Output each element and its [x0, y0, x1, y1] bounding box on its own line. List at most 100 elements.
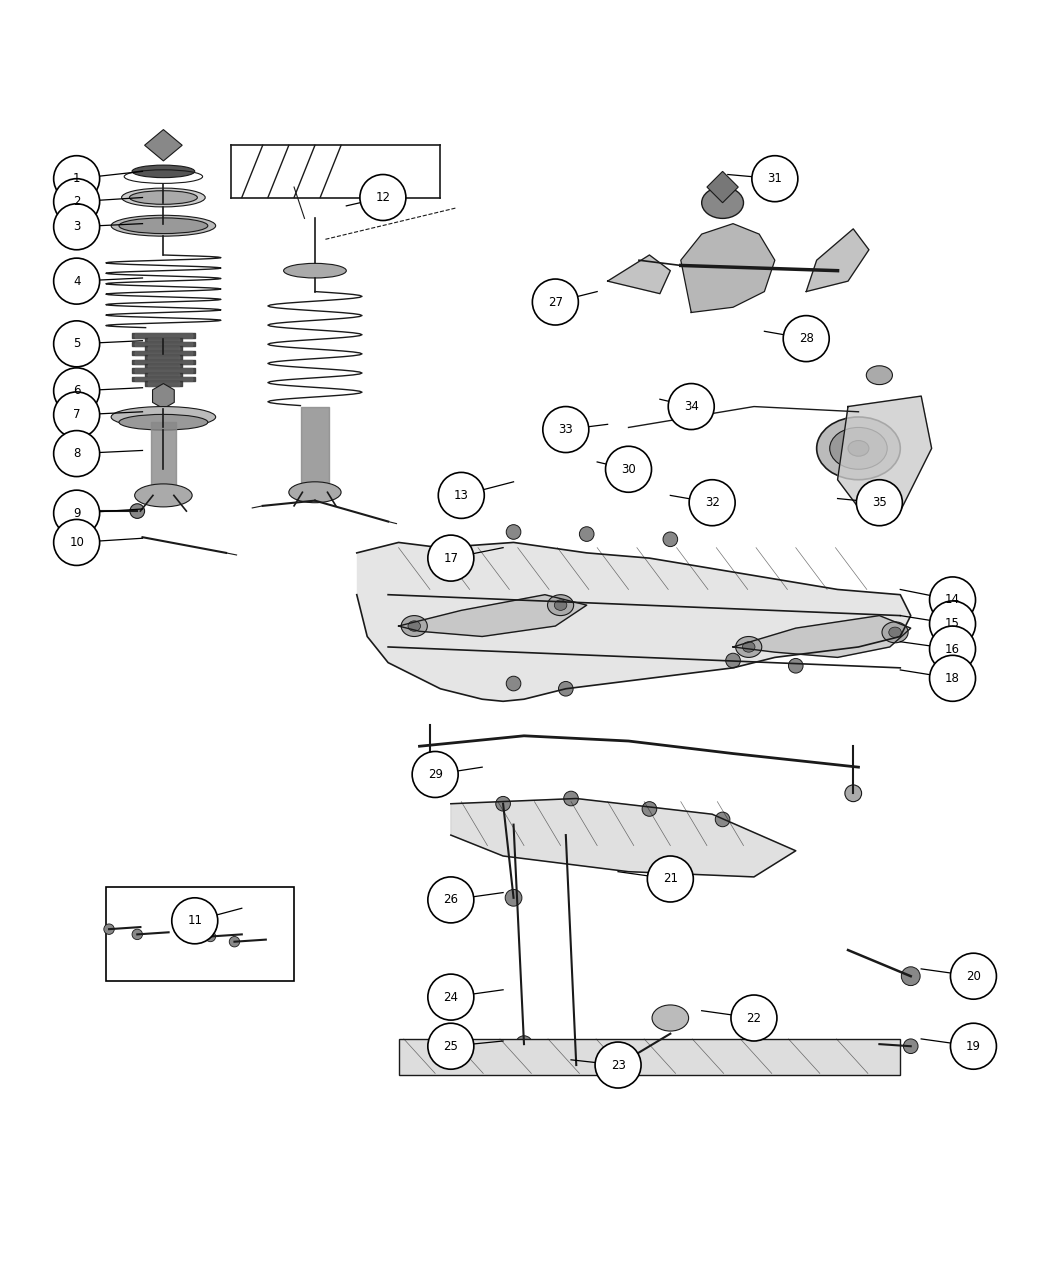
Ellipse shape — [401, 616, 428, 636]
Circle shape — [506, 676, 521, 691]
Text: 4: 4 — [73, 275, 81, 288]
Circle shape — [53, 321, 100, 367]
Text: 12: 12 — [375, 191, 391, 204]
Circle shape — [132, 929, 143, 939]
Text: 11: 11 — [188, 914, 202, 927]
Circle shape — [951, 1023, 997, 1069]
Text: 17: 17 — [443, 551, 458, 565]
Polygon shape — [707, 172, 738, 202]
Bar — [106, 887, 294, 981]
Text: 13: 13 — [454, 489, 468, 502]
Circle shape — [543, 406, 589, 452]
Text: 5: 5 — [73, 337, 81, 350]
Ellipse shape — [111, 406, 216, 428]
Circle shape — [642, 802, 657, 816]
Circle shape — [505, 890, 522, 906]
Text: 14: 14 — [945, 593, 960, 606]
Text: 35: 35 — [872, 496, 887, 509]
Ellipse shape — [547, 594, 573, 616]
Ellipse shape — [130, 191, 197, 204]
Text: 16: 16 — [945, 643, 960, 656]
Circle shape — [856, 480, 902, 526]
Circle shape — [725, 653, 740, 668]
Text: 15: 15 — [945, 617, 960, 630]
Circle shape — [104, 924, 114, 934]
Circle shape — [428, 535, 474, 580]
Text: 31: 31 — [767, 172, 782, 185]
Circle shape — [53, 204, 100, 250]
Ellipse shape — [889, 628, 901, 638]
Polygon shape — [145, 130, 182, 160]
Circle shape — [53, 178, 100, 224]
Ellipse shape — [132, 165, 195, 178]
Circle shape — [53, 392, 100, 438]
Circle shape — [359, 174, 406, 220]
Circle shape — [930, 626, 976, 672]
Circle shape — [595, 1043, 641, 1088]
Circle shape — [901, 966, 920, 985]
Ellipse shape — [742, 642, 755, 652]
Polygon shape — [837, 396, 932, 522]
Circle shape — [559, 681, 573, 696]
Text: 27: 27 — [548, 295, 563, 308]
Circle shape — [53, 258, 100, 304]
Text: 9: 9 — [73, 507, 81, 519]
Circle shape — [930, 656, 976, 701]
Ellipse shape — [119, 415, 208, 430]
Circle shape — [53, 368, 100, 414]
Circle shape — [172, 897, 218, 943]
Polygon shape — [398, 594, 587, 636]
Text: 29: 29 — [428, 768, 442, 780]
Circle shape — [783, 316, 829, 362]
Polygon shape — [608, 255, 671, 294]
Ellipse shape — [289, 481, 341, 503]
Text: 23: 23 — [611, 1059, 626, 1072]
Circle shape — [428, 877, 474, 923]
Circle shape — [412, 751, 458, 797]
Circle shape — [788, 658, 803, 673]
Ellipse shape — [119, 218, 208, 233]
Text: 8: 8 — [73, 447, 81, 460]
Circle shape — [730, 995, 777, 1041]
Text: 25: 25 — [443, 1040, 458, 1053]
Text: 2: 2 — [73, 195, 81, 209]
Circle shape — [516, 1036, 532, 1053]
Text: 28: 28 — [799, 332, 813, 345]
Text: 32: 32 — [704, 496, 720, 509]
Circle shape — [53, 430, 100, 476]
Circle shape — [648, 855, 694, 903]
Polygon shape — [451, 798, 795, 877]
Ellipse shape — [284, 264, 346, 278]
Polygon shape — [733, 616, 911, 657]
Circle shape — [428, 974, 474, 1020]
Polygon shape — [681, 224, 774, 312]
Circle shape — [903, 1039, 918, 1054]
Circle shape — [564, 792, 578, 806]
Ellipse shape — [816, 418, 900, 480]
Text: 19: 19 — [966, 1040, 981, 1053]
Circle shape — [130, 504, 145, 518]
Text: 6: 6 — [73, 384, 81, 397]
Circle shape — [53, 155, 100, 201]
Circle shape — [930, 601, 976, 647]
Text: 10: 10 — [69, 536, 84, 549]
Text: 30: 30 — [621, 463, 636, 476]
Circle shape — [930, 577, 976, 622]
Bar — [398, 1039, 900, 1076]
Ellipse shape — [408, 621, 420, 631]
Circle shape — [53, 519, 100, 565]
Text: 3: 3 — [73, 220, 81, 233]
Text: 18: 18 — [945, 672, 960, 685]
Ellipse shape — [554, 600, 567, 610]
Circle shape — [438, 472, 484, 518]
Ellipse shape — [134, 484, 192, 507]
Ellipse shape — [122, 188, 205, 207]
Circle shape — [421, 764, 438, 780]
Circle shape — [716, 812, 729, 826]
Text: 1: 1 — [73, 172, 81, 185]
Circle shape — [532, 279, 578, 325]
Circle shape — [205, 932, 216, 942]
Ellipse shape — [848, 440, 869, 456]
Ellipse shape — [867, 365, 893, 384]
Circle shape — [230, 937, 240, 947]
